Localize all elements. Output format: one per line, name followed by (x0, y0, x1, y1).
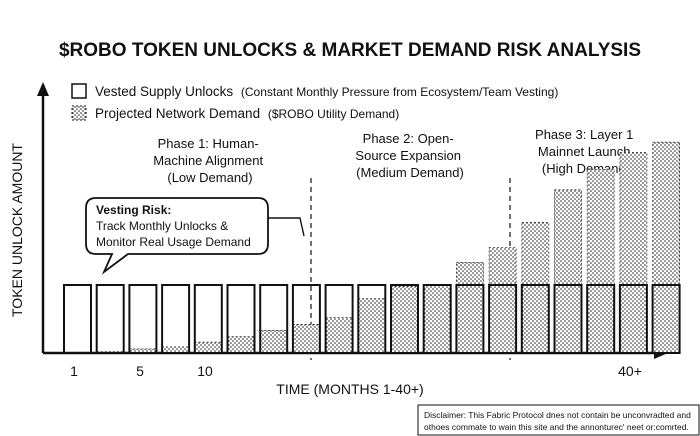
demand-bar-11 (390, 285, 419, 354)
demand-bar-10 (357, 298, 386, 354)
x-axis-label: TIME (MONTHS 1-40+) (276, 381, 423, 397)
supply-bar-14 (488, 284, 518, 354)
demand-bar-14 (488, 247, 517, 354)
phase-3-line-3: (High Demand) (542, 161, 630, 176)
demand-bar-13 (455, 262, 484, 354)
phase-1-line-3: (Low Demand) (167, 170, 252, 185)
supply-bar-10 (357, 284, 387, 354)
y-axis-arrow (37, 82, 49, 96)
bars-group (63, 141, 681, 354)
demand-bar-8 (292, 324, 321, 354)
legend-label-1-sub: (Constant Monthly Pressure from Ecosyste… (241, 85, 558, 99)
disclaimer-box: Disclaimer: This Fabric Protocol dnes no… (417, 404, 700, 436)
demand-bar-9 (325, 317, 354, 354)
disclaimer-border (417, 404, 700, 436)
phase-2-line-3: (Medium Demand) (356, 165, 464, 180)
phase-2-label: Phase 2: Open- Source Expansion (Medium … (355, 131, 464, 180)
demand-bar-16 (554, 189, 582, 354)
phase-1-line-1: Phase 1: Human- (158, 136, 259, 151)
phase-3-line-2: Mainnet Launch (538, 144, 631, 159)
supply-bar-13 (455, 284, 485, 354)
callout-title: Vesting Risk: (96, 203, 171, 217)
callout-line-2: Monitor Real Usage Demand (96, 235, 251, 249)
supply-bar-11 (390, 284, 419, 354)
x-tick-5: 5 (136, 363, 144, 379)
phase-1-line-2: Machine Alignment (153, 153, 263, 168)
legend-label-1: Vested Supply Unlocks (Constant Monthly … (95, 84, 558, 99)
supply-bar-6 (226, 284, 256, 354)
demand-bar-18 (619, 151, 648, 354)
legend-label-2-sub: ($ROBO Utility Demand) (268, 107, 399, 121)
callout-line-1: Track Monthly Unlocks & (96, 219, 228, 233)
supply-bar-3 (128, 284, 158, 354)
demand-bar-4 (161, 346, 190, 354)
x-tick-1: 1 (70, 363, 78, 379)
supply-bar-9 (324, 284, 354, 354)
supply-bar-1 (63, 284, 92, 354)
supply-bar-18 (618, 284, 648, 354)
phase-2-line-1: Phase 2: Open- (363, 131, 454, 146)
supply-bar-19 (651, 284, 681, 354)
demand-bar-12 (423, 284, 452, 354)
disclaimer-line-1: Disclaimer: This Fabric Protocol dnes no… (424, 410, 691, 420)
supply-bar-12 (422, 284, 452, 354)
x-tick-40plus: 40+ (618, 363, 642, 379)
legend-swatch-dotted (71, 105, 87, 121)
demand-bar-7 (259, 330, 288, 354)
disclaimer-line-2: othoes commate to wain this site and the… (424, 422, 689, 432)
phase-1-label: Phase 1: Human- Machine Alignment (Low D… (153, 136, 266, 185)
legend: Vested Supply Unlocks (Constant Monthly … (71, 83, 558, 121)
vesting-risk-callout: Vesting Risk: Track Monthly Unlocks & Mo… (85, 197, 305, 275)
supply-bar-2 (95, 284, 125, 354)
y-axis-label: TOKEN UNLOCK AMOUNT (9, 143, 25, 317)
legend-swatch-outline (71, 83, 87, 99)
supply-bar-4 (161, 284, 191, 354)
callout-pointer (268, 217, 305, 237)
supply-bar-5 (193, 284, 223, 354)
chart-title: $ROBO TOKEN UNLOCKS & MARKET DEMAND RISK… (59, 40, 641, 61)
legend-label-2: Projected Network Demand ($ROBO Utility … (95, 106, 399, 121)
x-tick-10: 10 (197, 363, 213, 379)
demand-bar-6 (227, 336, 255, 354)
supply-bar-8 (291, 284, 321, 354)
supply-bar-17 (586, 284, 616, 354)
supply-bar-15 (520, 284, 550, 354)
supply-bar-16 (553, 284, 583, 354)
demand-bar-17 (586, 168, 615, 354)
supply-bar-7 (259, 284, 289, 354)
demand-bar-15 (521, 222, 550, 354)
demand-bar-5 (194, 341, 223, 354)
legend-label-2-main: Projected Network Demand (95, 106, 260, 121)
demand-bar-19 (652, 141, 680, 354)
phase-3-line-1: Phase 3: Layer 1 (535, 127, 633, 142)
callout-bubble (85, 197, 269, 275)
legend-label-1-main: Vested Supply Unlocks (95, 84, 233, 99)
phase-2-line-2: Source Expansion (355, 148, 461, 163)
